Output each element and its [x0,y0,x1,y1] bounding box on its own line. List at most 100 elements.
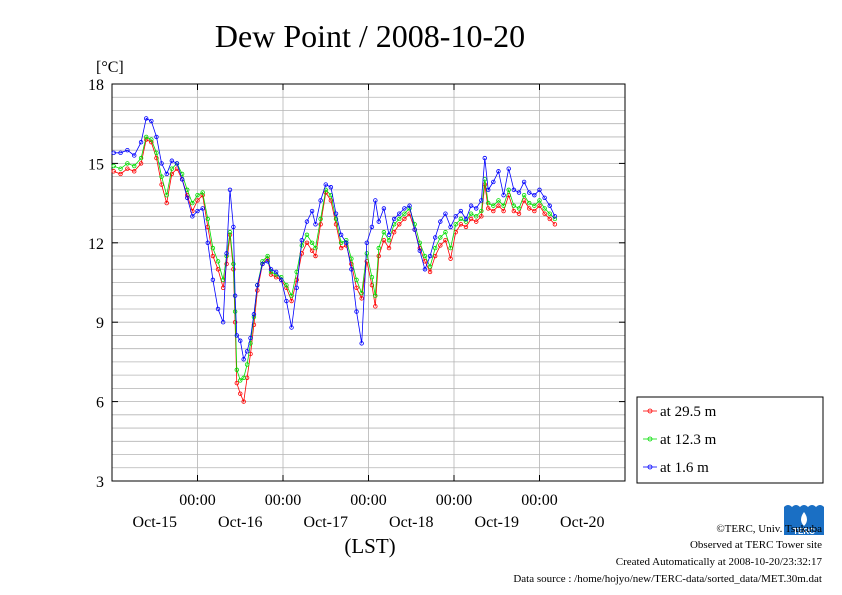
data-point [248,335,253,341]
data-point [169,158,175,163]
data-point [344,240,349,245]
footer-created: Created Automatically at 2008-10-20/23:3… [616,556,823,568]
data-point [195,192,200,198]
data-point [386,237,392,243]
data-point [364,240,369,245]
data-point [496,203,501,208]
data-point [516,190,522,195]
data-point [238,378,243,383]
data-point [479,198,484,203]
data-point [118,166,123,171]
data-point [479,214,484,219]
y-axis-label: [°C] [96,59,124,76]
data-point [453,222,458,227]
legend: at 29.5 m at 12.3 m at 1.6 m [636,396,824,484]
data-point [215,306,221,312]
data-point [474,206,479,211]
data-point [210,253,216,259]
data-point [284,282,289,288]
data-point [521,179,527,185]
data-point [244,362,250,367]
data-point [486,200,491,206]
data-point [318,222,323,227]
data-point [241,357,246,362]
data-point [506,166,511,171]
data-point [304,240,310,245]
data-point [234,380,240,386]
data-point [215,259,221,264]
data-point [220,320,226,325]
logo-text: TERC [793,527,815,536]
data-point [479,208,484,214]
y-tick-label: 6 [96,395,104,412]
y-tick-label: 15 [88,156,104,173]
data-point [412,227,417,232]
x-day-label: Oct-19 [475,514,519,531]
data-point [407,203,412,208]
data-point [458,208,464,214]
data-point [486,187,491,193]
data-point [463,216,469,222]
data-point [289,293,294,298]
data-point [354,277,359,283]
data-point [309,240,315,245]
data-point [474,214,479,219]
data-point [227,187,233,193]
data-point [323,182,328,187]
data-point [359,296,364,301]
data-point [313,245,318,251]
data-point [468,211,474,216]
data-point [154,134,159,140]
x-day-label: Oct-17 [304,514,348,531]
series-group [111,116,558,404]
data-point [402,216,407,222]
data-point [231,224,236,230]
data-point [391,216,397,222]
data-point [359,290,364,296]
data-point [448,256,453,261]
y-tick-label: 3 [96,474,104,491]
data-point [309,248,315,253]
data-point [268,269,274,275]
data-point [364,251,369,256]
data-point [241,399,246,404]
data-point [386,232,392,238]
data-point [417,248,422,253]
data-point [268,267,274,272]
terc-logo: TERC [784,505,824,536]
y-axis-ticks: 3 6 9 12 15 18 [88,77,625,491]
x-day-label: Oct-18 [389,514,433,531]
y-tick-label: 18 [88,77,104,94]
data-point [354,309,359,314]
data-point [174,161,180,166]
data-point [265,259,270,264]
data-point [333,216,339,222]
data-point [143,134,149,140]
data-point [496,169,501,174]
data-point [506,187,511,193]
data-point [491,208,496,214]
data-point [318,216,323,222]
footer: ©TERC, Univ. Tsukuba Observed at TERC To… [513,523,822,585]
legend-swatch-marker [647,436,653,442]
data-point [138,140,144,145]
data-point [125,161,130,166]
data-point [458,216,464,222]
data-point [333,211,339,216]
legend-label: at 12.3 m [660,432,717,448]
data-point [443,230,448,235]
data-point [373,304,378,309]
data-point [468,216,474,222]
data-point [169,166,175,171]
data-point [125,147,130,153]
data-point [354,285,359,290]
data-point [143,116,149,121]
series-line-3 [113,117,556,361]
data-point [238,391,243,396]
data-point [210,245,216,251]
footer-copyright: ©TERC, Univ. Tsukuba [716,523,822,535]
data-point [402,206,407,211]
data-point [453,214,458,219]
